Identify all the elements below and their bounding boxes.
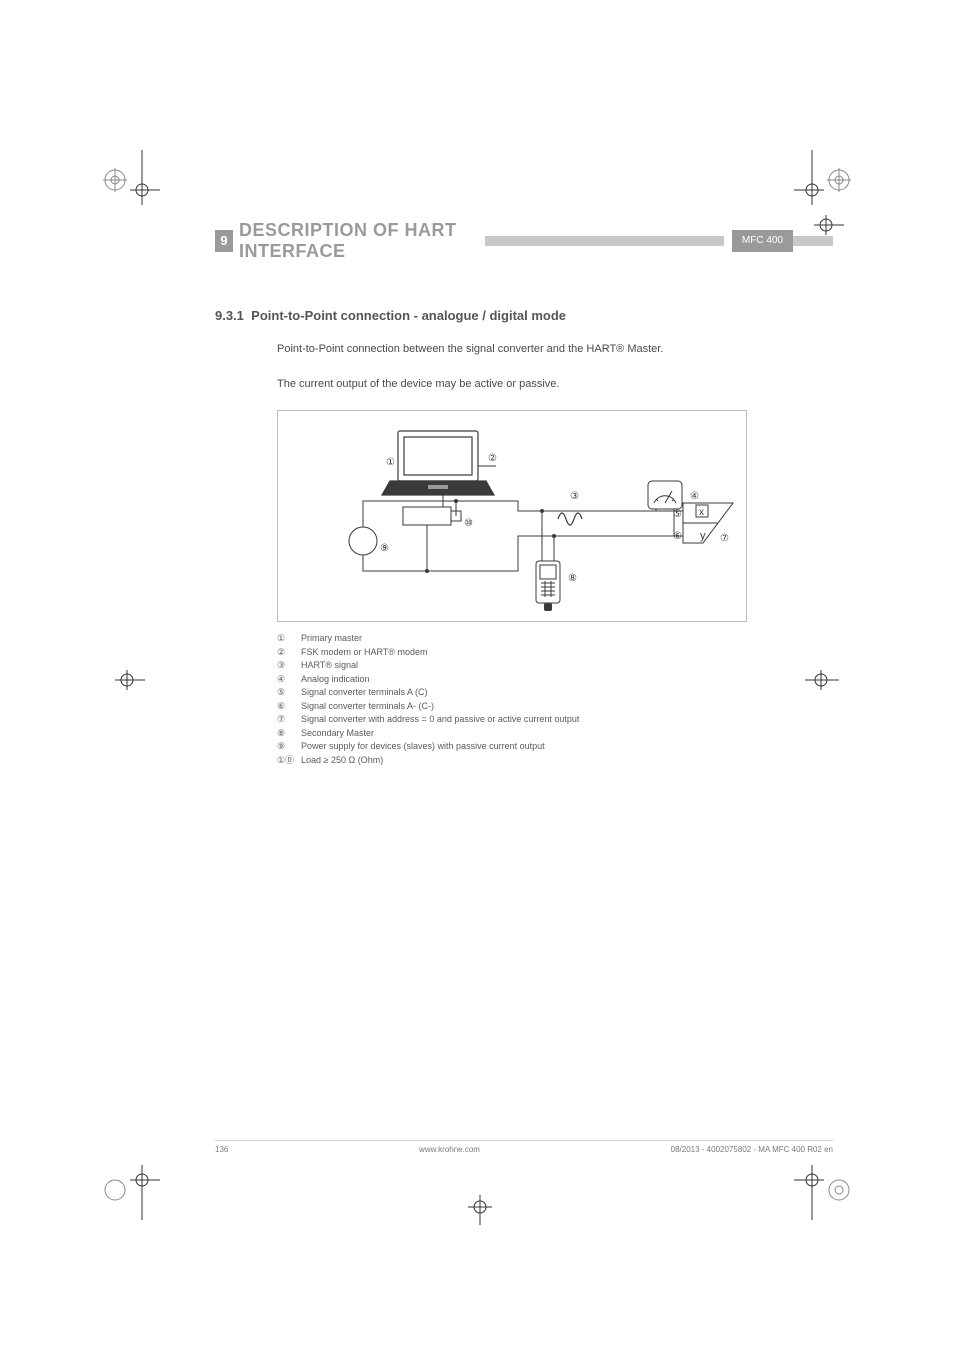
page-footer: 136 www.krohne.com 08/2013 - 4002075802 … [215, 1140, 833, 1154]
svg-text:③: ③ [570, 491, 579, 502]
legend-text: HART® signal [301, 659, 358, 673]
legend-text: Load ≥ 250 Ω (Ohm) [301, 754, 383, 768]
legend-item: ⑨Power supply for devices (slaves) with … [277, 740, 833, 754]
legend-item: ⑤Signal converter terminals A (C) [277, 686, 833, 700]
legend-text: Signal converter terminals A- (C-) [301, 700, 434, 714]
legend-text: Primary master [301, 632, 362, 646]
footer-doc: 08/2013 - 4002075802 - MA MFC 400 R02 en [671, 1145, 833, 1154]
svg-text:⑧: ⑧ [568, 573, 577, 584]
svg-text:x: x [699, 507, 704, 518]
legend-num: ①⓪ [277, 754, 301, 768]
legend-item: ⑥Signal converter terminals A- (C-) [277, 700, 833, 714]
footer-url: www.krohne.com [419, 1145, 480, 1154]
legend-num: ⑧ [277, 727, 301, 741]
header-rule [485, 236, 723, 246]
svg-text:y: y [700, 530, 706, 542]
body-text: Point-to-Point connection between the si… [277, 341, 833, 392]
paragraph-2: The current output of the device may be … [277, 376, 833, 393]
legend-num: ① [277, 632, 301, 646]
legend-item: ③HART® signal [277, 659, 833, 673]
legend-item: ①Primary master [277, 632, 833, 646]
legend-item: ④Analog indication [277, 673, 833, 687]
crop-mark-tl [100, 150, 160, 210]
section-heading: 9.3.1 Point-to-Point connection - analog… [215, 308, 833, 323]
page-content: 9 DESCRIPTION OF HART INTERFACE MFC 400 … [215, 230, 833, 767]
crop-mark-bc [460, 1195, 500, 1225]
svg-text:⑦: ⑦ [720, 533, 729, 544]
crop-mark-br [794, 1160, 854, 1220]
connection-diagram: ① ⑩ ② ⑨ ③ [277, 410, 747, 622]
chapter-title: DESCRIPTION OF HART INTERFACE [239, 220, 477, 262]
device-label: MFC 400 [732, 230, 793, 252]
paragraph-1: Point-to-Point connection between the si… [277, 341, 833, 358]
legend-num: ⑨ [277, 740, 301, 754]
legend-num: ④ [277, 673, 301, 687]
legend-num: ② [277, 646, 301, 660]
legend-text: Analog indication [301, 673, 370, 687]
header-tail-rule [793, 236, 833, 246]
legend-item: ①⓪Load ≥ 250 Ω (Ohm) [277, 754, 833, 768]
chapter-header: 9 DESCRIPTION OF HART INTERFACE MFC 400 [215, 230, 833, 252]
section-title: Point-to-Point connection - analogue / d… [251, 308, 566, 323]
crop-mark-tr [794, 150, 854, 210]
legend-item: ⑦Signal converter with address = 0 and p… [277, 713, 833, 727]
page-number: 136 [215, 1145, 228, 1154]
svg-text:⑨: ⑨ [380, 543, 389, 554]
svg-text:⑩: ⑩ [464, 518, 473, 529]
legend-num: ⑥ [277, 700, 301, 714]
svg-text:②: ② [488, 453, 497, 464]
svg-text:①: ① [386, 457, 395, 468]
chapter-number: 9 [215, 230, 233, 252]
legend-num: ③ [277, 659, 301, 673]
figure-legend: ①Primary master ②FSK modem or HART® mode… [277, 632, 833, 767]
legend-num: ⑦ [277, 713, 301, 727]
section-number: 9.3.1 [215, 308, 244, 323]
crop-mark-ml [115, 665, 155, 695]
legend-text: Signal converter terminals A (C) [301, 686, 428, 700]
legend-item: ②FSK modem or HART® modem [277, 646, 833, 660]
legend-text: Signal converter with address = 0 and pa… [301, 713, 579, 727]
legend-text: FSK modem or HART® modem [301, 646, 428, 660]
legend-text: Secondary Master [301, 727, 374, 741]
crop-mark-bl [100, 1160, 160, 1220]
legend-text: Power supply for devices (slaves) with p… [301, 740, 545, 754]
svg-text:④: ④ [690, 491, 699, 502]
legend-num: ⑤ [277, 686, 301, 700]
legend-item: ⑧Secondary Master [277, 727, 833, 741]
